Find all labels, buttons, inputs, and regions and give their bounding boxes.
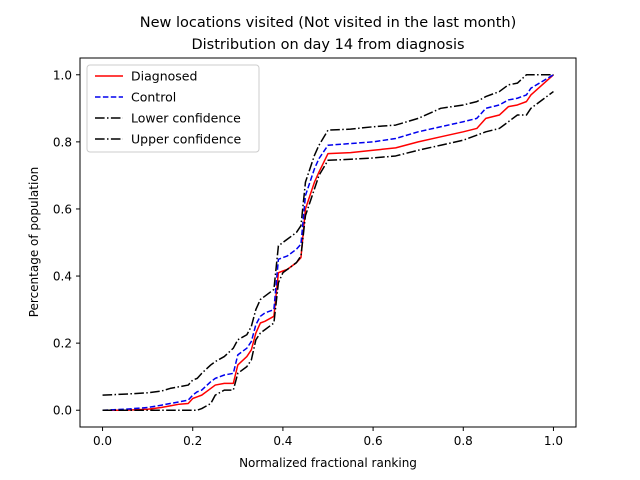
y-tick-label: 0.6	[53, 202, 72, 216]
legend: Diagnosed Control Lower confidence Upper co…	[86, 64, 260, 153]
legend-label-3: Upper confidence	[131, 132, 242, 147]
x-tick-label: 0.8	[454, 434, 473, 448]
legend-box	[86, 64, 260, 153]
chart-subtitle: Distribution on day 14 from diagnosis	[191, 37, 464, 53]
y-tick-label: 0.8	[53, 135, 72, 149]
y-tick-label: 0.2	[53, 337, 72, 351]
chart-title: New locations visited (Not visited in th…	[140, 15, 517, 31]
y-tick-label: 0.0	[53, 404, 72, 418]
x-tick-label: 1.0	[544, 434, 563, 448]
plot-frame	[79, 57, 577, 428]
series-line-2	[102, 90, 554, 411]
x-tick-label: 0.4	[273, 434, 292, 448]
x-axis: 0.0 0.2 0.4 0.6 0.8 1.0	[93, 427, 563, 448]
series-line-1	[102, 74, 554, 411]
x-tick-label: 0.0	[93, 434, 112, 448]
legend-items: Diagnosed Control Lower confidence Upper co…	[95, 69, 242, 147]
legend-label-0: Diagnosed	[131, 69, 197, 84]
y-tick-label: 0.4	[53, 270, 72, 284]
series-group	[102, 74, 554, 411]
x-tick-label: 0.2	[183, 434, 202, 448]
y-tick-label: 1.0	[53, 68, 72, 82]
legend-label-2: Lower confidence	[131, 111, 241, 126]
y-axis-label: Percentage of population	[27, 167, 41, 318]
series-line-3	[102, 74, 554, 396]
x-axis-label: Normalized fractional ranking	[239, 456, 417, 470]
y-axis: 0.0 0.2 0.4 0.6 0.8 1.0	[53, 68, 80, 418]
x-tick-label: 0.6	[364, 434, 383, 448]
legend-label-1: Control	[131, 90, 176, 105]
series-line-0	[102, 74, 554, 411]
